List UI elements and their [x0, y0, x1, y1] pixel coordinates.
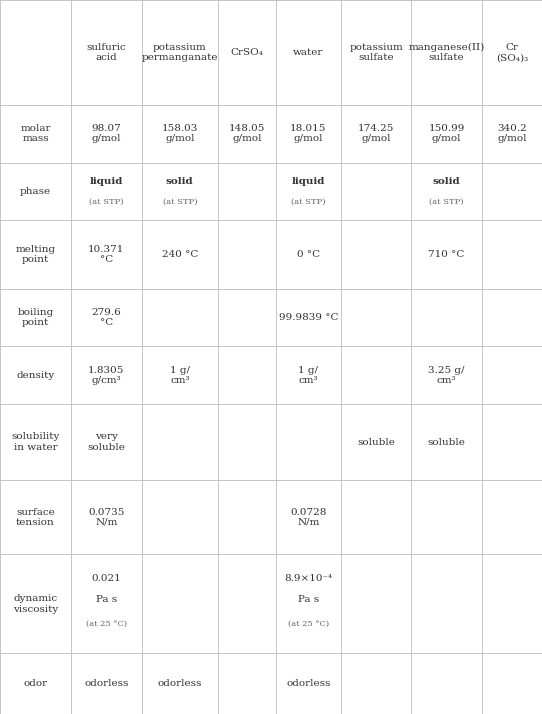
Text: 150.99
g/mol: 150.99 g/mol [428, 124, 464, 144]
Text: 158.03
g/mol: 158.03 g/mol [162, 124, 198, 144]
Text: 0 °C: 0 °C [297, 250, 320, 259]
Text: odorless: odorless [286, 679, 331, 688]
Text: dynamic
viscosity: dynamic viscosity [13, 594, 58, 613]
Text: surface
tension: surface tension [16, 508, 55, 527]
Text: (at STP): (at STP) [291, 198, 326, 206]
Text: molar
mass: molar mass [20, 124, 51, 144]
Text: odorless: odorless [158, 679, 202, 688]
Text: soluble: soluble [428, 438, 466, 446]
Text: 340.2
g/mol: 340.2 g/mol [497, 124, 527, 144]
Text: soluble: soluble [357, 438, 395, 446]
Text: 240 °C: 240 °C [162, 250, 198, 259]
Text: 148.05
g/mol: 148.05 g/mol [229, 124, 265, 144]
Text: odorless: odorless [84, 679, 128, 688]
Text: 0.0735
N/m: 0.0735 N/m [88, 508, 125, 527]
Text: (at 25 °C): (at 25 °C) [288, 620, 329, 628]
Text: 3.25 g/
cm³: 3.25 g/ cm³ [428, 366, 465, 385]
Text: 1.8305
g/cm³: 1.8305 g/cm³ [88, 366, 125, 385]
Text: phase: phase [20, 187, 51, 196]
Text: liquid: liquid [292, 176, 325, 186]
Text: solubility
in water: solubility in water [11, 433, 60, 452]
Text: potassium
sulfate: potassium sulfate [349, 43, 403, 62]
Text: 1 g/
cm³: 1 g/ cm³ [298, 366, 318, 385]
Text: 98.07
g/mol: 98.07 g/mol [92, 124, 121, 144]
Text: 18.015
g/mol: 18.015 g/mol [290, 124, 326, 144]
Text: 10.371
°C: 10.371 °C [88, 245, 125, 264]
Text: manganese(II)
sulfate: manganese(II) sulfate [409, 43, 485, 62]
Text: very
soluble: very soluble [87, 433, 125, 452]
Text: melting
point: melting point [16, 245, 56, 264]
Text: 174.25
g/mol: 174.25 g/mol [358, 124, 394, 144]
Text: 0.021: 0.021 [92, 573, 121, 583]
Text: potassium
permanganate: potassium permanganate [141, 43, 218, 62]
Text: boiling
point: boiling point [17, 308, 54, 327]
Text: (at STP): (at STP) [163, 198, 197, 206]
Text: sulfuric
acid: sulfuric acid [86, 43, 126, 62]
Text: 279.6
°C: 279.6 °C [92, 308, 121, 327]
Text: 99.9839 °C: 99.9839 °C [279, 313, 338, 322]
Text: solid: solid [433, 176, 460, 186]
Text: water: water [293, 48, 324, 57]
Text: density: density [16, 371, 55, 380]
Text: solid: solid [166, 176, 193, 186]
Text: 1 g/
cm³: 1 g/ cm³ [170, 366, 190, 385]
Text: Pa s: Pa s [298, 595, 319, 605]
Text: 710 °C: 710 °C [428, 250, 464, 259]
Text: liquid: liquid [89, 176, 123, 186]
Text: (at 25 °C): (at 25 °C) [86, 620, 127, 628]
Text: (at STP): (at STP) [429, 198, 464, 206]
Text: odor: odor [23, 679, 48, 688]
Text: CrSO₄: CrSO₄ [230, 48, 263, 57]
Text: (at STP): (at STP) [89, 198, 124, 206]
Text: 8.9×10⁻⁴: 8.9×10⁻⁴ [284, 573, 332, 583]
Text: Cr
(SO₄)₃: Cr (SO₄)₃ [496, 43, 528, 62]
Text: Pa s: Pa s [96, 595, 117, 605]
Text: 0.0728
N/m: 0.0728 N/m [290, 508, 326, 527]
